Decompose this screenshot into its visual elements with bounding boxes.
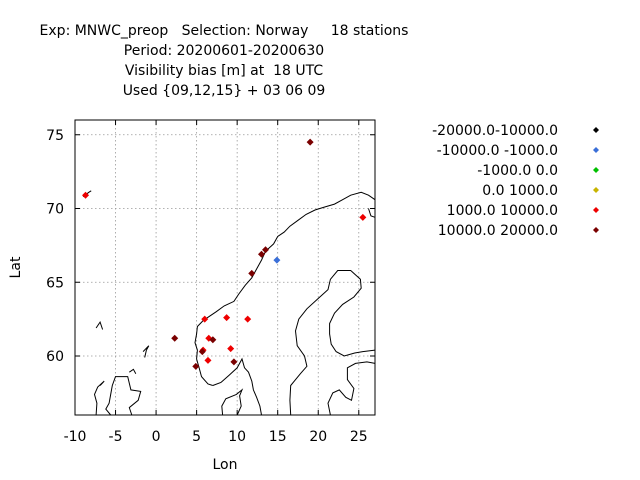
x-axis-label: Lon [213,457,238,473]
coastline-segment [194,191,376,386]
legend-label: 1000.0 10000.0 [447,203,558,219]
data-point [171,334,179,342]
coastline-segment [212,357,262,416]
data-point [244,315,252,323]
data-point [204,356,212,364]
x-tick-label: 15 [269,429,287,445]
legend-label: 10000.0 20000.0 [438,223,558,239]
legend-marker [593,227,599,233]
legend-label: -20000.0-10000.0 [432,123,558,139]
x-tick-label: 25 [350,429,368,445]
x-axis-ticks: -10 -5 0 5 10 15 20 25 [64,120,368,445]
legend-marker [593,147,599,153]
x-tick-label: 0 [152,429,161,445]
legend-marker [593,127,599,133]
coastline-segment [95,320,104,330]
title-line: Visibility bias [m] at 18 UTC [125,63,323,79]
coastline-segment [93,380,105,416]
x-tick-label: -5 [109,429,123,445]
x-tick-label: 20 [309,429,327,445]
x-tick-label: 5 [192,429,201,445]
legend-marker [593,167,599,173]
legend: -20000.0-10000.0 -10000.0 -1000.0 -1000.0 … [432,123,599,239]
legend-label: 0.0 1000.0 [482,183,558,199]
data-point [248,269,256,277]
data-point [359,213,367,221]
coastline-segment [105,376,142,416]
plot-frame [74,119,376,416]
y-tick-label: 60 [46,349,64,365]
legend-marker [593,187,599,193]
coastline [82,190,376,416]
legend-label: -1000.0 0.0 [477,163,558,179]
y-tick-label: 70 [46,202,64,218]
data-point [82,191,90,199]
data-point [198,348,206,356]
data-point [201,315,209,323]
title-line: Period: 20200601-20200630 [124,43,324,59]
grid [75,120,375,415]
title-line: Used {09,12,15} + 03 06 09 [123,83,326,99]
x-tick-label: -10 [64,429,87,445]
title-line: Exp: MNWC_preop Selection: Norway 18 sta… [40,23,409,39]
data-point [230,358,238,366]
coastline-segment [129,368,137,374]
y-tick-label: 65 [46,275,64,291]
data-point [273,256,281,264]
data-point [257,250,265,258]
data-point [262,246,270,254]
legend-label: -10000.0 -1000.0 [437,143,558,159]
coastline-segment [289,270,376,416]
y-tick-label: 75 [46,128,64,144]
coastline-segment [368,208,376,218]
data-point [227,345,235,353]
data-point [223,314,231,322]
chart-title: Exp: MNWC_preop Selection: Norway 18 sta… [40,23,409,99]
y-axis-ticks: 60 65 70 75 [46,128,375,365]
coastline-segment [221,388,244,416]
data-point [192,362,200,370]
legend-marker [593,207,599,213]
x-tick-label: 10 [228,429,246,445]
coastline-segment [142,345,150,358]
y-axis-label: Lat [8,256,24,278]
data-point [209,336,217,344]
data-points [82,138,367,370]
data-point [306,138,314,146]
coastline-segment [327,361,376,416]
